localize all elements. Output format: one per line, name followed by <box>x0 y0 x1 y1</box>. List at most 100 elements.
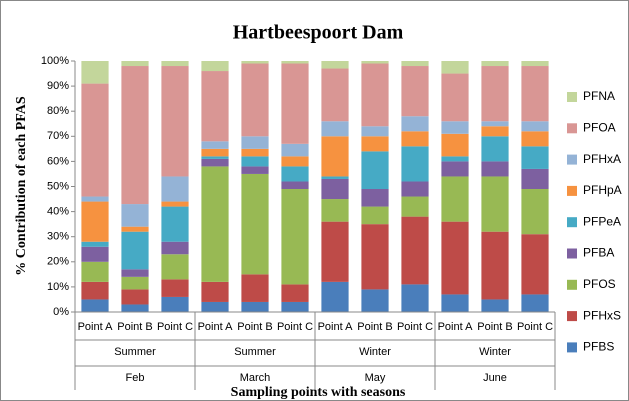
chart-title: Hartbeespoort Dam <box>233 22 404 44</box>
bar-segment <box>201 71 229 142</box>
legend-label: PFBS <box>583 340 614 354</box>
x-tick-label: Point B <box>237 321 272 333</box>
legend-swatch <box>567 342 577 353</box>
bar-segment <box>321 178 349 200</box>
bar-segment <box>481 121 509 127</box>
bar-segment <box>481 231 509 300</box>
x-tick-label: Point C <box>397 321 433 333</box>
bar-segment <box>441 61 469 74</box>
x-tick-label: Point A <box>198 321 234 333</box>
bar-segment <box>401 146 429 182</box>
bar-segment <box>521 234 549 295</box>
y-tick-label: 40% <box>47 206 69 218</box>
bar-segment <box>81 201 109 242</box>
legend-swatch <box>567 154 577 165</box>
legend-label: PFBA <box>583 246 614 260</box>
bar-segment <box>321 281 349 312</box>
bar-segment <box>161 206 189 242</box>
bar-segment <box>361 189 389 207</box>
bar-segment <box>521 168 549 190</box>
bar-segment <box>81 299 109 312</box>
x-tick-label: Point C <box>157 321 193 333</box>
bar-segment <box>281 181 309 190</box>
bar-segment <box>481 126 509 137</box>
bar-segment <box>281 301 309 312</box>
bar-segment <box>401 131 429 147</box>
month-label: March <box>240 372 271 384</box>
legend-label: PFOA <box>583 120 616 134</box>
bar-segment <box>361 63 389 127</box>
x-tick-label: Point B <box>477 321 512 333</box>
bar-segment <box>361 224 389 290</box>
x-tick-label: Point B <box>357 321 392 333</box>
bar-segment <box>241 156 269 167</box>
bar-segment <box>361 126 389 137</box>
x-tick-label: Point B <box>117 321 152 333</box>
bar-segment <box>281 143 309 157</box>
bar-segment <box>81 241 109 247</box>
bar-segment <box>161 176 189 202</box>
bar-segment <box>121 226 149 232</box>
legend-label: PFHxA <box>583 152 621 166</box>
month-label: Feb <box>126 372 145 384</box>
season-label: Summer <box>234 346 276 358</box>
bar-segment <box>441 73 469 122</box>
bar-segment <box>481 299 509 312</box>
x-axis-label: Sampling points with seasons <box>231 385 406 400</box>
bar-segment <box>161 241 189 255</box>
bar-segment <box>81 61 109 84</box>
bar-segment <box>161 296 189 312</box>
legend-swatch <box>567 123 577 134</box>
bar-segment <box>481 176 509 232</box>
bar-segment <box>441 221 469 295</box>
bar-segment <box>521 131 549 147</box>
bar-segment <box>281 156 309 167</box>
x-tick-label: Point C <box>517 321 553 333</box>
bar-segment <box>361 136 389 152</box>
bar-segment <box>361 151 389 190</box>
legend-label: PFHxS <box>583 308 621 322</box>
bar-segment <box>161 279 189 297</box>
bar-segment <box>441 294 469 312</box>
legend-swatch <box>567 248 577 259</box>
bar-segment <box>201 61 229 72</box>
bar-segment <box>201 166 229 282</box>
bar-segment <box>521 189 549 235</box>
bar-segment <box>201 301 229 312</box>
bar-segment <box>121 66 149 205</box>
bar-segment <box>521 121 549 132</box>
bar-segment <box>241 63 269 137</box>
bar-segment <box>281 166 309 182</box>
bar-segment <box>481 61 509 67</box>
bar-segment <box>161 201 189 207</box>
month-label: June <box>483 372 507 384</box>
bar-segment <box>441 176 469 222</box>
bar-segment <box>161 66 189 177</box>
y-tick-label: 90% <box>47 80 69 92</box>
bar-segment <box>521 66 549 122</box>
legend-label: PFPeA <box>583 214 621 228</box>
bar-segment <box>241 136 269 149</box>
bar-segment <box>201 148 229 157</box>
bar-segment <box>441 121 469 134</box>
bar-segment <box>441 161 469 177</box>
bar-segment <box>241 274 269 302</box>
bar-segment <box>81 281 109 300</box>
bar-segment <box>281 63 309 144</box>
y-tick-label: 10% <box>47 281 69 293</box>
bar-segment <box>321 199 349 222</box>
x-tick-label: Point A <box>438 321 474 333</box>
bar-segment <box>441 156 469 162</box>
bar-segment <box>121 204 149 227</box>
bar-segment <box>401 116 429 132</box>
bar-segment <box>321 121 349 137</box>
y-tick-label: 50% <box>47 180 69 192</box>
bar-segment <box>281 189 309 285</box>
legend-swatch <box>567 311 577 322</box>
bar-segment <box>481 66 509 122</box>
bar-segment <box>161 254 189 280</box>
y-tick-label: 0% <box>53 306 69 318</box>
bar-segment <box>401 196 429 217</box>
bar-segment <box>121 289 149 305</box>
